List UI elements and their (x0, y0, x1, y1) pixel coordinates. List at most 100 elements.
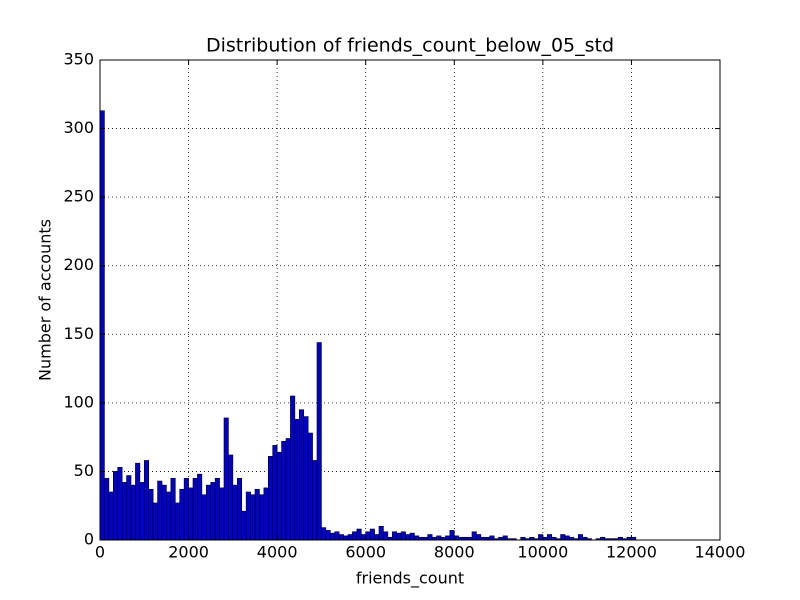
bar (325, 530, 331, 541)
bar (449, 530, 455, 541)
bar (219, 487, 225, 541)
x-tick-label: 4000 (257, 543, 298, 562)
bar (188, 487, 194, 541)
bar (502, 535, 508, 541)
bar (232, 484, 238, 541)
bar (197, 473, 203, 541)
bar (192, 477, 198, 541)
bar (445, 535, 451, 541)
bar (489, 535, 495, 541)
bar (245, 491, 251, 541)
bar (396, 532, 402, 541)
bar (577, 534, 584, 541)
bar (259, 494, 265, 541)
bar (476, 534, 482, 541)
bar (210, 482, 216, 541)
bar (241, 510, 247, 541)
bar (104, 477, 110, 541)
bar (400, 531, 406, 541)
bar (560, 534, 566, 541)
bar (126, 475, 132, 541)
bar (254, 488, 260, 541)
bar (250, 494, 256, 541)
bar (214, 477, 220, 541)
bar (139, 482, 145, 541)
bar (343, 535, 349, 541)
bars (99, 110, 637, 541)
y-tick-label: 0 (84, 530, 94, 549)
bar (135, 462, 141, 541)
y-tick-label: 200 (63, 255, 94, 274)
bar (356, 528, 362, 541)
bar (409, 532, 415, 541)
bar (564, 535, 570, 541)
bar (369, 528, 375, 541)
x-tick-label: 10000 (517, 543, 568, 562)
bar (108, 491, 114, 541)
bar (112, 471, 119, 541)
bar (321, 527, 327, 541)
bar (285, 438, 291, 541)
bar (546, 534, 553, 541)
bar (174, 502, 181, 541)
bar (152, 502, 158, 541)
bar (383, 531, 389, 541)
bar (183, 477, 189, 541)
x-tick-label: 6000 (345, 543, 386, 562)
y-tick-label: 100 (63, 392, 94, 411)
bar (405, 534, 411, 541)
bar (453, 535, 460, 541)
bar (228, 454, 234, 541)
bar (179, 488, 185, 541)
y-tick-label: 350 (63, 50, 94, 69)
bar (374, 534, 380, 541)
bar (312, 460, 318, 541)
bar (263, 487, 269, 541)
bar (538, 534, 544, 541)
bar (130, 484, 136, 541)
bar (338, 534, 344, 541)
plot-frame (99, 59, 721, 541)
bar (303, 416, 309, 541)
x-tick-label: 14000 (695, 543, 746, 562)
bar (378, 525, 384, 541)
chart-title: Distribution of friends_count_below_05_s… (206, 35, 614, 57)
bar (157, 480, 163, 541)
x-axis-label: friends_count (356, 569, 464, 589)
bar (347, 534, 353, 541)
bar (436, 535, 442, 541)
bar (276, 451, 282, 541)
x-tick-label: 8000 (434, 543, 475, 562)
y-axis-label: Number of accounts (36, 219, 55, 381)
bar (148, 488, 154, 541)
bar (117, 467, 123, 541)
x-tick-label: 12000 (606, 543, 657, 562)
bar (329, 532, 336, 541)
bar (272, 445, 278, 541)
bar (205, 484, 212, 541)
bar (414, 535, 420, 541)
x-tick-label: 2000 (168, 543, 209, 562)
bar (471, 531, 477, 541)
bar (161, 484, 167, 541)
bar (166, 491, 172, 541)
ticks: 0 50 100 150 200 250 300 350 0 2000 4000 6000 8000 10… (63, 50, 745, 562)
bar (360, 534, 367, 541)
bar (427, 534, 433, 541)
bar (298, 409, 305, 541)
y-tick-label: 150 (63, 324, 94, 343)
bar (365, 531, 371, 541)
bar (334, 531, 340, 541)
bar (99, 110, 105, 541)
bar (391, 531, 398, 541)
y-tick-label: 50 (74, 461, 94, 480)
bar (294, 419, 300, 541)
bar (307, 432, 313, 541)
x-tick-label: 0 (95, 543, 105, 562)
bar (143, 460, 150, 541)
bar (170, 477, 176, 541)
bar (201, 494, 207, 541)
bar (290, 395, 296, 541)
bar (223, 417, 229, 541)
